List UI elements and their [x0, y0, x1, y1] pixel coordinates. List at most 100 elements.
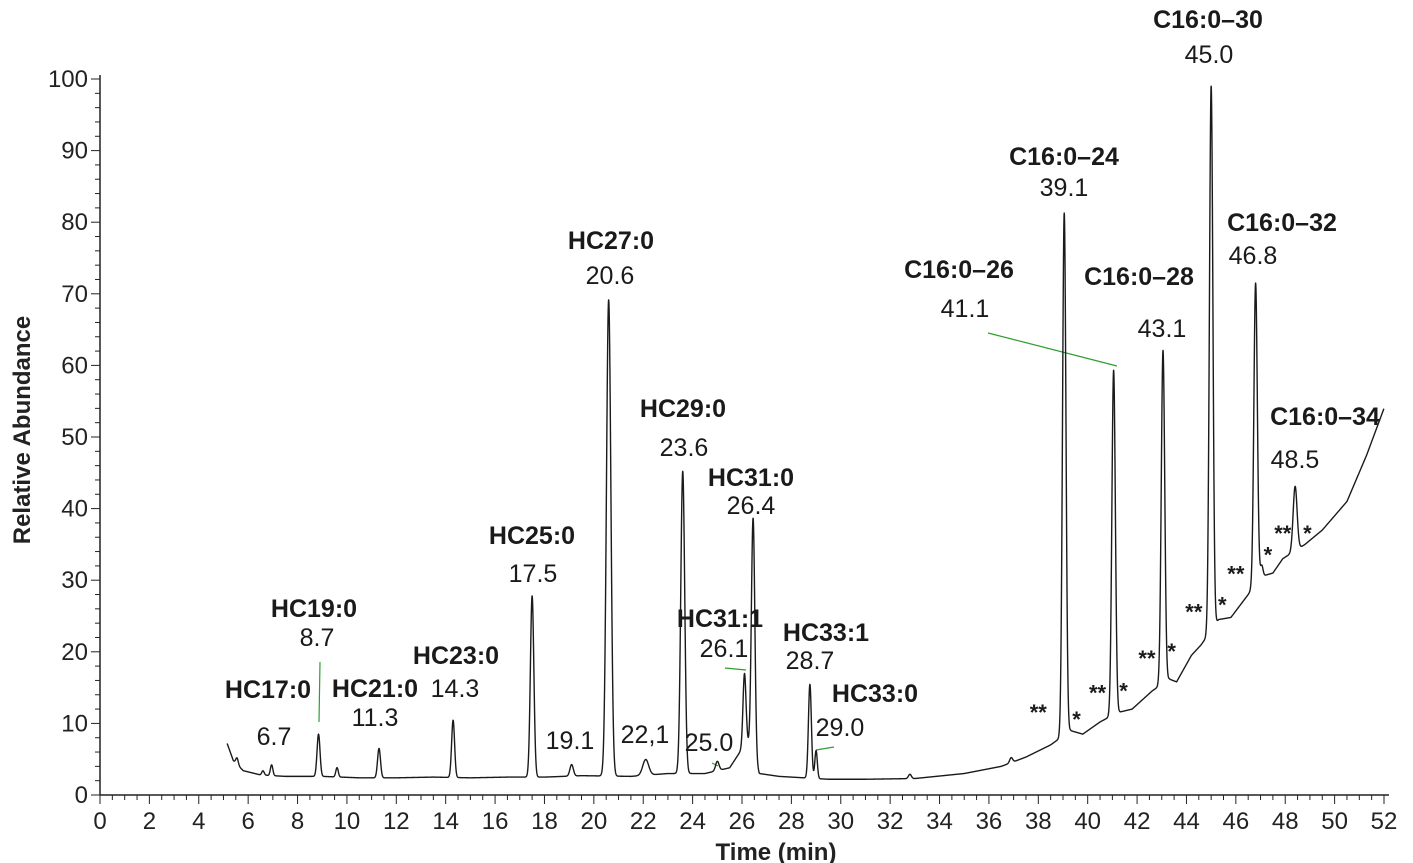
x-tick-label: 34	[926, 808, 953, 835]
y-tick-label: 60	[61, 352, 88, 379]
x-tick-label: 42	[1124, 808, 1151, 835]
x-tick-label: 48	[1272, 808, 1299, 835]
peak-retention-time: 29.0	[816, 714, 865, 742]
y-tick-label: 100	[48, 66, 88, 93]
x-tick-label: 32	[877, 808, 904, 835]
x-tick-label: 38	[1025, 808, 1052, 835]
peak-retention-time: 22,1	[621, 721, 670, 749]
x-tick-label: 0	[93, 808, 106, 835]
x-tick-label: 12	[383, 808, 410, 835]
x-tick-label: 40	[1074, 808, 1101, 835]
x-tick-label: 30	[827, 808, 854, 835]
peak-labels: HC17:0 6.7 HC19:08.7 HC21:011.3 HC23:0 14.3 HC…	[225, 6, 1380, 757]
y-tick-label: 40	[61, 496, 88, 523]
peak-label: HC19:0	[271, 595, 357, 623]
x-tick-label: 4	[192, 808, 205, 835]
peak-label: HC33:0	[832, 680, 918, 708]
x-tick-label: 36	[976, 808, 1003, 835]
peak-label: C16:0–28	[1084, 263, 1194, 291]
peak-label: HC27:0	[568, 227, 654, 255]
y-ticks: 0 10 20 30 40 50 60 70 80 90 100	[48, 66, 100, 809]
peak-label: HC23:0	[413, 642, 499, 670]
star-annotation: *	[1218, 592, 1227, 617]
star-annotation: *	[1167, 639, 1176, 664]
star-annotation: *	[1072, 707, 1081, 732]
leader-line	[318, 661, 321, 723]
x-tick-label: 28	[778, 808, 805, 835]
peak-retention-time: 43.1	[1138, 315, 1187, 343]
peak-label: C16:0–30	[1153, 6, 1263, 34]
peak-retention-time: 41.1	[941, 295, 990, 323]
peak-label: C16:0–32	[1227, 209, 1337, 237]
peak-label: HC31:0	[708, 464, 794, 492]
peak-retention-time: 6.7	[257, 723, 292, 751]
star-annotation: **	[1227, 562, 1245, 587]
leader-line	[987, 332, 1118, 367]
x-tick-label: 44	[1173, 808, 1200, 835]
y-tick-label: 70	[61, 281, 88, 308]
peak-retention-time: 26.1	[700, 635, 749, 663]
y-axis-title: Relative Abundance	[9, 316, 36, 545]
x-tick-label: 24	[679, 808, 706, 835]
x-tick-label: 2	[143, 808, 156, 835]
y-tick-label: 30	[61, 567, 88, 594]
peak-label: HC25:0	[489, 522, 575, 550]
leader-line	[815, 746, 835, 751]
x-axis-title: Time (min)	[716, 839, 837, 863]
star-annotation: *	[1303, 521, 1312, 546]
y-tick-label: 50	[61, 424, 88, 451]
y-tick-label: 10	[61, 710, 88, 737]
peak-label: C16:0–24	[1009, 143, 1119, 171]
star-annotation: *	[1264, 542, 1273, 567]
x-tick-label: 16	[482, 808, 509, 835]
leader-line	[724, 667, 747, 671]
peak-retention-time: 28.7	[786, 647, 835, 675]
peak-label: C16:0–34	[1270, 403, 1380, 431]
peak-label: HC31:1	[677, 605, 763, 633]
peak-retention-time: 11.3	[352, 704, 399, 732]
peak-label: HC29:0	[640, 395, 726, 423]
x-tick-label: 26	[729, 808, 756, 835]
peak-retention-time: 48.5	[1271, 446, 1320, 474]
y-tick-label: 20	[61, 639, 88, 666]
x-tick-label: 10	[334, 808, 361, 835]
peak-retention-time: 46.8	[1229, 242, 1278, 270]
peak-retention-time: 17.5	[509, 560, 558, 588]
star-annotation: **	[1030, 700, 1048, 725]
star-annotation: **	[1185, 600, 1203, 625]
star-annotation: **	[1274, 521, 1292, 546]
star-annotation: **	[1138, 646, 1156, 671]
peak-retention-time: 39.1	[1040, 174, 1089, 202]
y-tick-label: 0	[75, 782, 88, 809]
x-tick-label: 18	[531, 808, 558, 835]
x-tick-label: 46	[1222, 808, 1249, 835]
star-annotation: **	[1089, 680, 1107, 705]
star-annotation: *	[1119, 678, 1128, 703]
y-tick-label: 80	[61, 209, 88, 236]
peak-retention-time: 45.0	[1185, 41, 1234, 69]
x-ticks: 0 2 4 6 8 10 12 14 16 18 20 22 24 26 28 30 32 34 36 38 40 42 4…	[93, 795, 1397, 835]
peak-retention-time: 8.7	[300, 624, 335, 652]
peak-retention-time: 20.6	[586, 262, 635, 290]
peak-retention-time: 23.6	[660, 434, 709, 462]
peak-label: HC21:0	[332, 675, 418, 703]
x-tick-label: 52	[1371, 808, 1398, 835]
x-tick-label: 14	[432, 808, 459, 835]
peak-retention-time: 25.0	[685, 729, 734, 757]
x-tick-label: 22	[630, 808, 657, 835]
peak-label: C16:0–26	[904, 256, 1014, 284]
peak-retention-time: 26.4	[727, 492, 776, 520]
y-tick-label: 90	[61, 138, 88, 165]
star-annotations: ** *** *** *** ****** *	[1030, 521, 1312, 732]
peak-label: HC17:0	[225, 676, 311, 704]
x-tick-label: 20	[580, 808, 607, 835]
peak-label: HC33:1	[783, 619, 869, 647]
x-tick-label: 6	[241, 808, 254, 835]
x-tick-label: 50	[1321, 808, 1348, 835]
leader-line	[711, 762, 719, 767]
peak-retention-time: 19.1	[546, 727, 595, 755]
x-tick-label: 8	[291, 808, 304, 835]
leader-lines	[318, 332, 1118, 767]
peak-retention-time: 14.3	[431, 675, 480, 703]
